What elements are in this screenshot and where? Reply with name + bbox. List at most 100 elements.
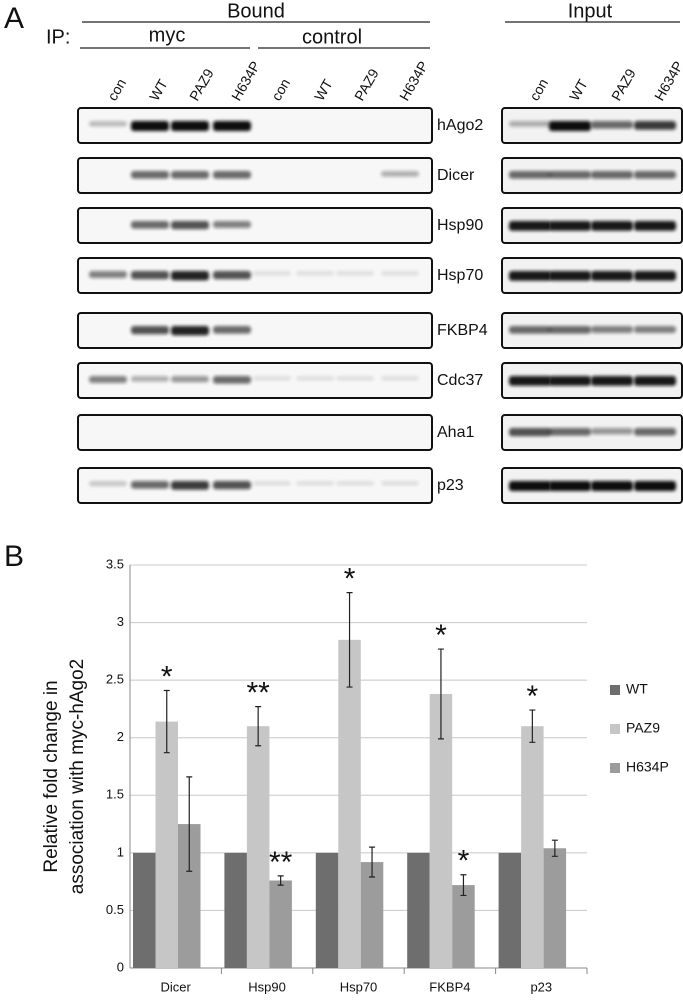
blot-box — [77, 207, 433, 244]
error-bar — [346, 592, 353, 688]
band — [634, 376, 676, 386]
band — [634, 271, 676, 281]
significance: * — [435, 619, 447, 652]
lane-label: PAZ9 — [186, 66, 217, 104]
error-bar — [551, 839, 558, 857]
legend-swatch — [610, 685, 620, 695]
lane-label: con — [268, 76, 293, 104]
blot-box — [77, 107, 433, 144]
error-bar — [255, 706, 262, 747]
lane-label: WT — [146, 76, 171, 103]
band — [131, 171, 169, 179]
bar — [155, 721, 178, 968]
lane-label: WT — [566, 76, 591, 103]
significance: ** — [269, 846, 293, 879]
lane-label: WT — [311, 76, 336, 103]
band — [296, 376, 334, 381]
bar — [407, 852, 430, 968]
bar — [498, 852, 522, 968]
blot-box — [77, 467, 433, 504]
band — [131, 376, 169, 382]
blot-box — [77, 414, 433, 451]
lane-label: PAZ9 — [608, 66, 639, 104]
band — [591, 376, 633, 386]
lane-label: H634P — [396, 58, 431, 103]
blot-box — [77, 312, 433, 349]
y-axis-label: Relative fold change in — [41, 680, 62, 872]
blot-box — [77, 362, 433, 399]
y-tick-label: 1.5 — [106, 787, 124, 802]
band — [634, 428, 676, 436]
band — [89, 481, 127, 487]
band — [634, 221, 676, 231]
x-tick-label: p23 — [530, 979, 552, 994]
error-bar — [529, 709, 536, 743]
band — [549, 221, 591, 231]
panel-label: B — [4, 540, 24, 573]
significance: * — [527, 680, 539, 713]
bar — [338, 639, 361, 968]
x-tick-label: Dicer — [161, 979, 192, 994]
band — [253, 271, 291, 276]
band — [591, 428, 633, 435]
band — [336, 481, 374, 486]
band — [213, 221, 251, 228]
protein-label: Hsp90 — [437, 217, 483, 234]
band — [171, 271, 209, 281]
band — [591, 121, 633, 129]
band — [171, 171, 209, 179]
x-tick-label: Hsp90 — [248, 979, 286, 994]
band — [131, 326, 169, 335]
significance: * — [458, 845, 470, 878]
lane-label: H634P — [228, 58, 263, 103]
y-tick-label: 0.5 — [106, 902, 124, 917]
band — [591, 481, 633, 491]
legend-label: PAZ9 — [626, 720, 660, 736]
error-bar — [437, 648, 444, 740]
header: myc — [149, 24, 186, 46]
band — [381, 271, 419, 276]
protein-label: Hsp70 — [437, 267, 483, 284]
bar — [246, 726, 270, 968]
y-tick-label: 0 — [117, 959, 124, 974]
band — [509, 428, 551, 437]
band — [591, 171, 633, 179]
protein-label: FKBP4 — [437, 322, 488, 339]
blot-box — [77, 257, 433, 294]
y-axis-label: association with myc-hAgo2 — [67, 659, 88, 895]
band — [549, 481, 591, 491]
panel-label: A — [4, 2, 24, 35]
band — [509, 271, 551, 281]
band — [509, 171, 551, 179]
band — [549, 171, 591, 179]
significance: ** — [246, 677, 270, 710]
band — [634, 326, 676, 333]
band — [131, 481, 169, 489]
header: Input — [568, 0, 613, 22]
band — [171, 121, 209, 131]
protein-label: Dicer — [437, 167, 475, 184]
band — [336, 376, 374, 381]
band — [509, 121, 551, 127]
band — [213, 481, 251, 490]
band — [549, 376, 591, 386]
band — [509, 481, 551, 491]
legend-label: WT — [626, 681, 648, 697]
band — [89, 271, 127, 278]
band — [171, 376, 209, 383]
band — [549, 271, 591, 281]
band — [213, 376, 251, 384]
band — [634, 121, 676, 130]
band — [381, 481, 419, 486]
bar — [224, 852, 247, 968]
bar — [269, 880, 292, 968]
band — [171, 481, 209, 490]
band — [131, 221, 169, 229]
band — [634, 171, 676, 179]
band — [89, 376, 127, 383]
band — [381, 376, 419, 381]
band — [296, 271, 334, 276]
y-tick-label: 2.5 — [106, 672, 124, 687]
band — [549, 428, 591, 436]
